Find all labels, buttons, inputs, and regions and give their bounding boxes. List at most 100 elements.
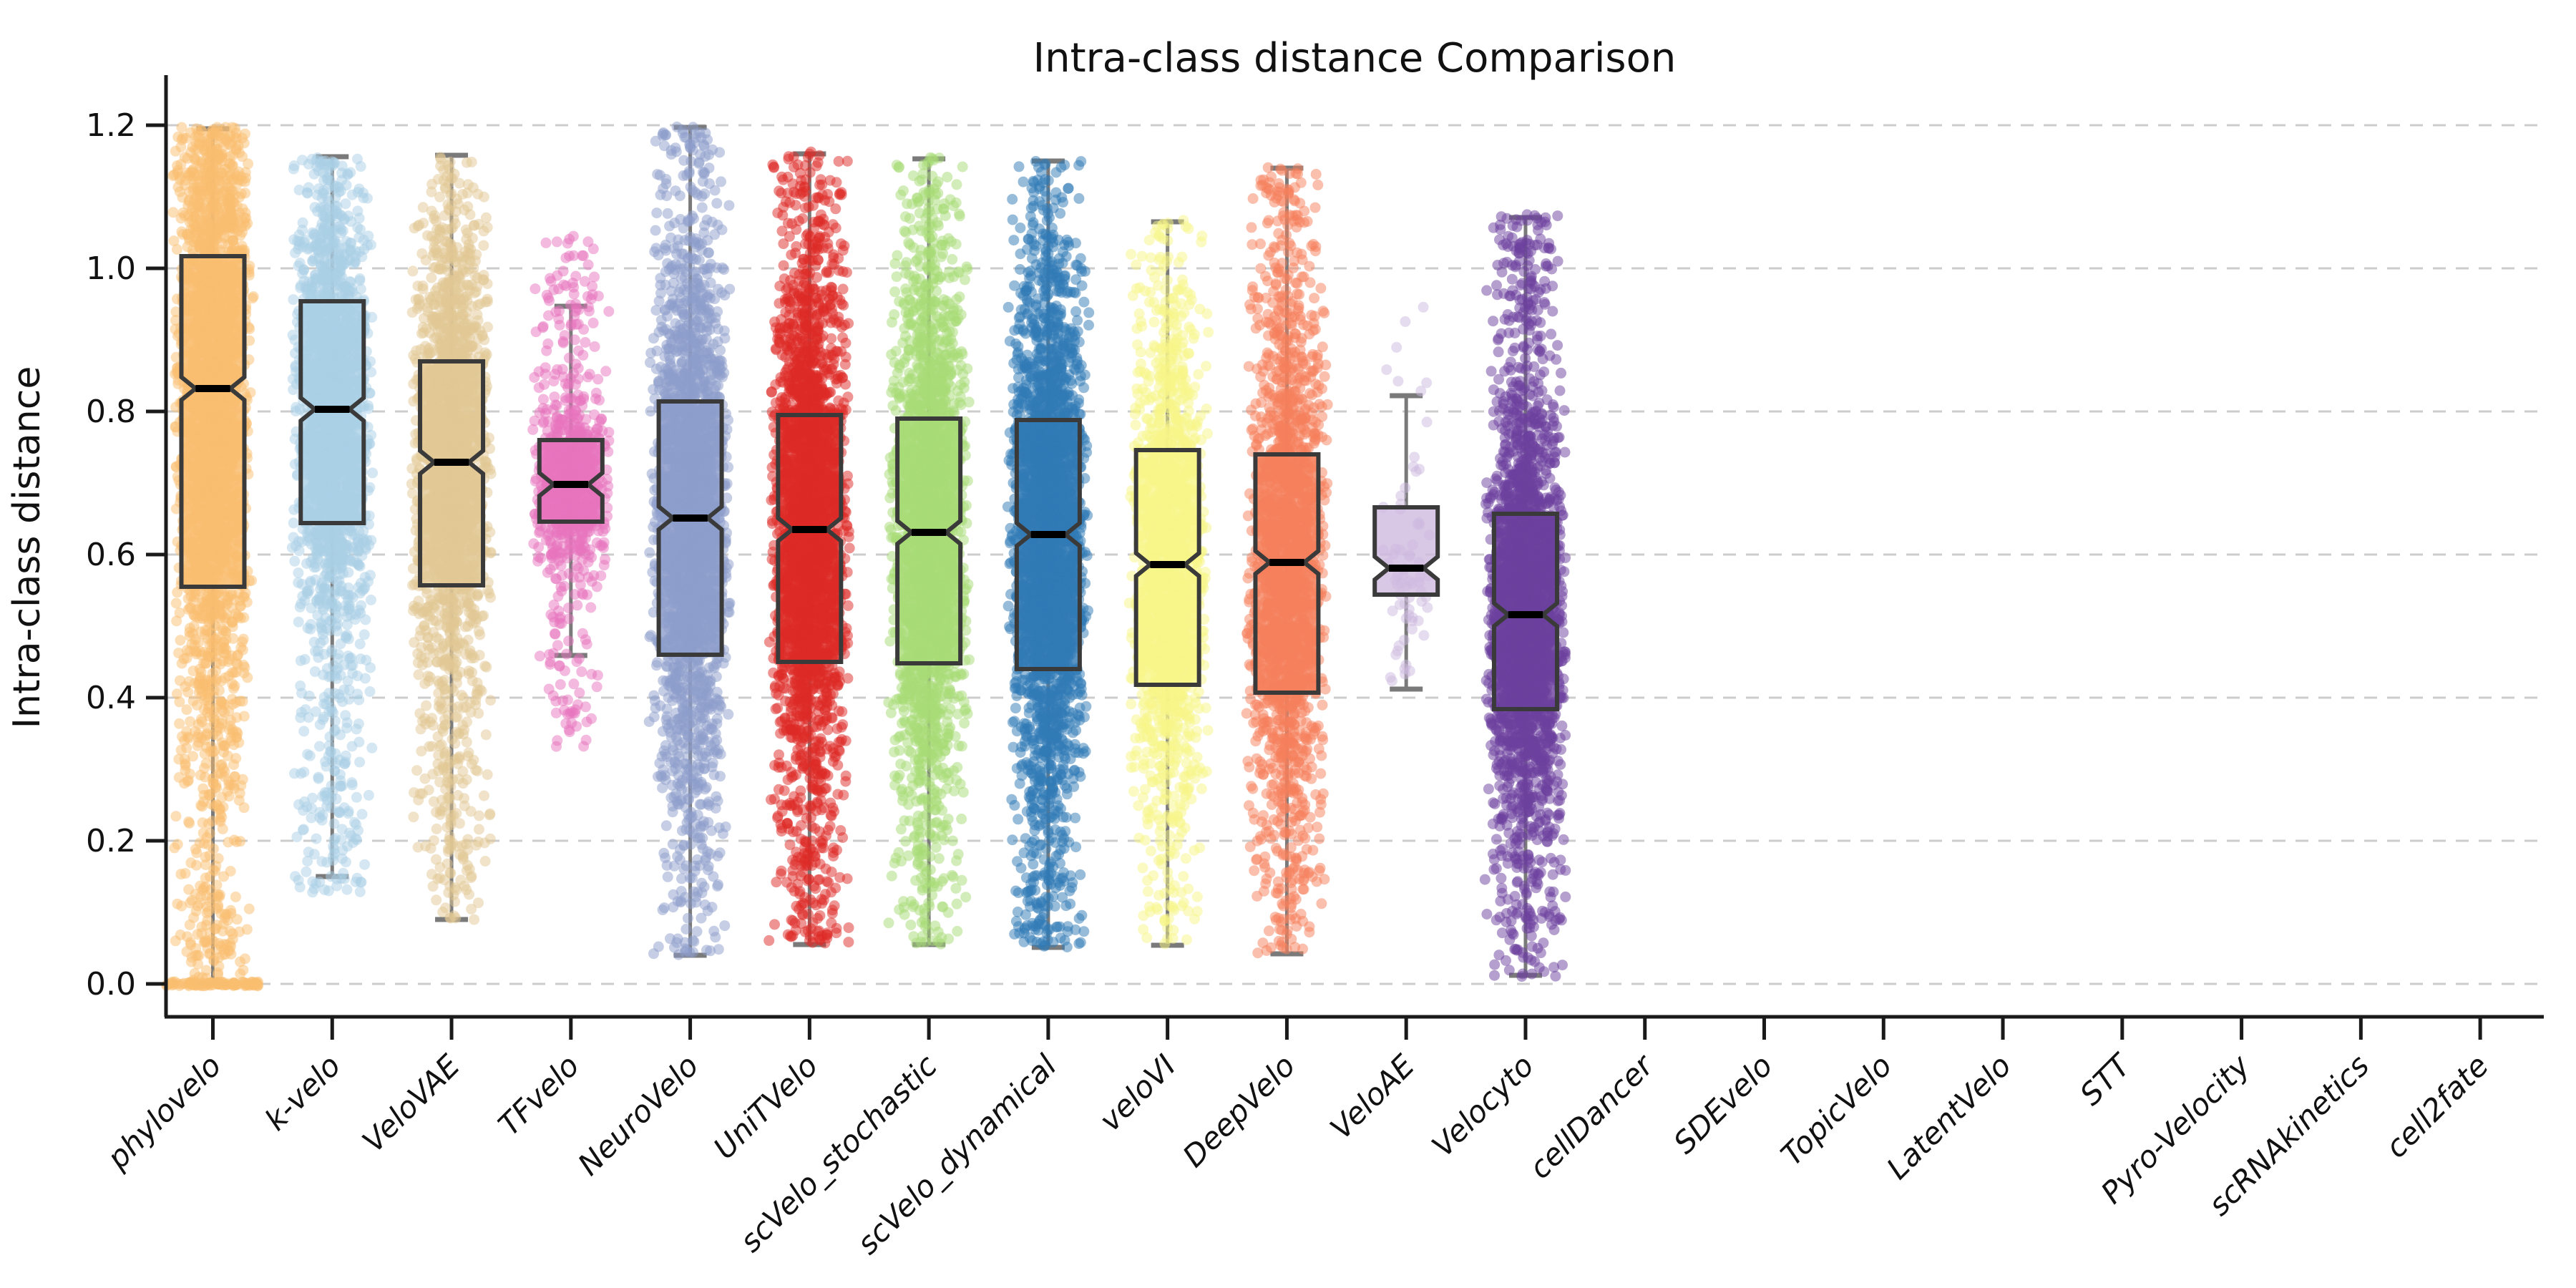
data-point — [205, 168, 217, 180]
data-point — [228, 683, 239, 694]
data-point — [312, 152, 323, 163]
data-point — [237, 636, 248, 648]
data-point — [195, 215, 206, 226]
data-point — [175, 635, 186, 646]
data-point — [234, 926, 245, 937]
data-point — [343, 602, 355, 614]
data-point — [323, 163, 334, 175]
data-point — [218, 497, 230, 508]
data-point — [307, 227, 318, 238]
data-point — [195, 346, 206, 357]
data-point — [195, 371, 206, 381]
data-point — [232, 659, 243, 670]
data-point — [202, 915, 213, 927]
points-phylovelo — [161, 122, 264, 992]
data-point — [309, 202, 321, 213]
data-point — [206, 476, 218, 487]
data-point — [184, 769, 195, 780]
data-point — [289, 768, 300, 779]
data-point — [192, 169, 203, 180]
data-point — [318, 698, 329, 710]
data-point — [220, 939, 232, 950]
data-point — [222, 454, 233, 465]
data-point — [407, 265, 419, 277]
data-point — [179, 778, 190, 789]
data-point — [192, 740, 203, 751]
data-point — [252, 980, 263, 992]
data-point — [485, 695, 497, 706]
data-point — [211, 782, 223, 794]
data-point — [335, 775, 346, 786]
data-point — [480, 729, 492, 741]
data-point — [217, 824, 228, 834]
data-point — [225, 715, 237, 726]
data-point — [214, 303, 225, 314]
data-point — [316, 856, 328, 867]
data-point — [210, 865, 221, 877]
strip-points — [161, 121, 1571, 992]
data-point — [303, 847, 314, 858]
data-point — [204, 311, 215, 323]
data-point — [302, 466, 313, 477]
data-point — [200, 438, 211, 449]
data-point — [479, 790, 489, 801]
data-point — [331, 601, 343, 613]
data-point — [228, 759, 240, 771]
data-point — [231, 178, 243, 190]
data-point — [210, 702, 221, 713]
data-point — [234, 696, 245, 707]
data-point — [293, 567, 304, 579]
data-point — [351, 834, 362, 846]
data-point — [326, 706, 338, 716]
data-point — [170, 811, 182, 822]
data-point — [366, 595, 376, 605]
data-point — [345, 321, 356, 333]
data-point — [358, 629, 370, 640]
data-point — [195, 800, 207, 811]
data-point — [233, 140, 244, 152]
data-point — [333, 648, 344, 660]
data-point — [336, 551, 348, 562]
data-point — [200, 859, 211, 870]
data-point — [308, 454, 319, 465]
data-point — [344, 275, 356, 287]
data-point — [193, 484, 205, 495]
data-point — [358, 234, 369, 245]
data-point — [190, 358, 202, 369]
data-point — [211, 919, 223, 931]
data-point — [313, 771, 324, 783]
data-point — [176, 122, 187, 133]
data-point — [193, 980, 205, 990]
data-point — [235, 956, 246, 967]
data-point — [298, 766, 310, 778]
data-point — [335, 638, 346, 650]
data-point — [175, 141, 187, 152]
data-point — [299, 654, 311, 665]
data-point — [359, 537, 371, 548]
data-point — [210, 620, 221, 632]
data-point — [318, 326, 329, 338]
data-point — [182, 731, 193, 743]
data-point — [349, 614, 361, 625]
data-point — [336, 387, 347, 398]
data-point — [364, 482, 376, 493]
data-point — [288, 294, 299, 306]
data-point — [228, 980, 239, 991]
data-point — [216, 367, 228, 379]
data-point — [196, 927, 208, 939]
data-point — [323, 571, 335, 582]
data-point — [308, 510, 320, 521]
data-point — [167, 207, 179, 218]
data-point — [191, 123, 203, 135]
data-point — [313, 429, 323, 440]
data-point — [225, 866, 236, 877]
data-point — [224, 192, 235, 204]
data-point — [203, 489, 215, 500]
data-point — [217, 597, 228, 609]
data-point — [313, 482, 325, 494]
data-point — [354, 638, 366, 650]
data-point — [346, 189, 358, 200]
data-point — [343, 424, 354, 435]
data-point — [316, 344, 328, 356]
data-point — [338, 873, 350, 884]
